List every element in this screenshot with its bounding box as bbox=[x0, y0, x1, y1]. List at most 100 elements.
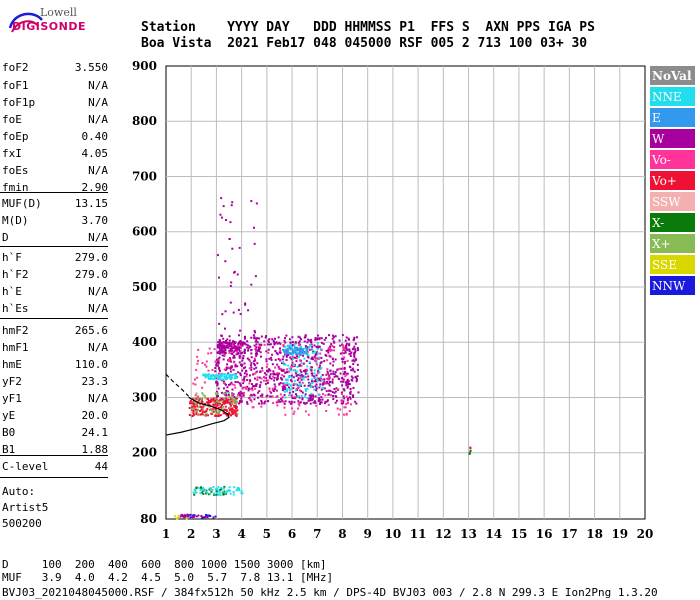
echo-point bbox=[226, 342, 229, 345]
echo-point bbox=[356, 375, 359, 378]
echo-point bbox=[204, 373, 207, 376]
echo-point bbox=[347, 380, 350, 383]
echo-point bbox=[186, 515, 189, 518]
echo-point bbox=[291, 365, 294, 368]
echo-point bbox=[251, 406, 254, 409]
echo-point bbox=[199, 413, 202, 416]
param-foF1: foF1 N/A bbox=[2, 79, 108, 93]
echo-point bbox=[315, 363, 318, 366]
echo-point bbox=[216, 412, 219, 415]
echo-point bbox=[183, 515, 186, 518]
echo-point bbox=[337, 413, 340, 416]
echo-point bbox=[203, 516, 206, 519]
echo-point bbox=[193, 401, 196, 404]
plot-frame bbox=[165, 65, 646, 520]
echo-point bbox=[235, 350, 238, 353]
echo-point bbox=[303, 351, 306, 354]
echo-point bbox=[264, 376, 267, 379]
echo-point bbox=[246, 385, 249, 388]
echo-point bbox=[348, 353, 351, 356]
echo-point bbox=[192, 405, 195, 408]
echo-point bbox=[212, 410, 215, 413]
echo-point bbox=[244, 366, 247, 369]
echo-point bbox=[294, 346, 297, 349]
echo-point bbox=[201, 411, 204, 414]
echo-point bbox=[224, 383, 227, 386]
echo-point bbox=[207, 414, 210, 417]
echo-point bbox=[337, 378, 340, 381]
echo-point bbox=[321, 393, 324, 396]
echo-point bbox=[229, 348, 232, 351]
echo-point bbox=[194, 491, 197, 494]
echo-point bbox=[313, 400, 316, 403]
echo-point bbox=[313, 344, 316, 347]
echo-point bbox=[345, 344, 348, 347]
echo-point bbox=[205, 365, 208, 368]
echo-point bbox=[345, 384, 348, 387]
echo-point bbox=[221, 354, 224, 357]
echo-point bbox=[231, 341, 234, 344]
echo-point bbox=[297, 348, 300, 351]
echo-point bbox=[290, 400, 293, 403]
echo-point bbox=[243, 342, 246, 345]
echo-point bbox=[242, 395, 245, 398]
echo-point bbox=[310, 338, 313, 341]
echo-point bbox=[276, 375, 279, 378]
echo-point bbox=[298, 336, 301, 339]
echo-point bbox=[288, 338, 291, 341]
echo-point bbox=[231, 410, 234, 413]
echo-point bbox=[294, 370, 297, 373]
echo-point bbox=[247, 309, 250, 312]
echo-point bbox=[241, 387, 244, 390]
echo-point bbox=[224, 375, 227, 378]
legend-swatch-e bbox=[650, 108, 695, 127]
echo-point bbox=[312, 401, 315, 404]
echo-point bbox=[257, 348, 260, 351]
echo-point bbox=[292, 357, 295, 360]
echo-point bbox=[279, 349, 282, 352]
echo-point bbox=[345, 347, 348, 350]
echo-point bbox=[229, 360, 232, 363]
echo-point bbox=[297, 352, 300, 355]
echo-point bbox=[200, 397, 203, 400]
echo-point bbox=[354, 400, 357, 403]
echo-point bbox=[220, 374, 223, 377]
echo-point bbox=[236, 488, 239, 491]
echo-point bbox=[218, 366, 221, 369]
echo-point bbox=[307, 375, 310, 378]
echo-point bbox=[283, 382, 286, 385]
echo-point bbox=[280, 376, 283, 379]
echo-point bbox=[208, 488, 211, 491]
echo-point bbox=[189, 513, 192, 516]
echo-point bbox=[222, 337, 225, 340]
echo-point bbox=[291, 355, 294, 358]
echo-point bbox=[198, 400, 201, 403]
echo-point bbox=[304, 410, 307, 413]
echo-point bbox=[344, 381, 347, 384]
x-tick-label: 16 bbox=[536, 527, 553, 541]
echo-point bbox=[333, 349, 336, 352]
echo-point bbox=[284, 413, 287, 416]
echo-point bbox=[342, 395, 345, 398]
echo-point bbox=[222, 409, 225, 412]
echo-point bbox=[234, 363, 237, 366]
echo-point bbox=[240, 491, 243, 494]
legend-swatch-w bbox=[650, 129, 695, 148]
echo-point bbox=[265, 369, 268, 372]
echo-point bbox=[229, 370, 232, 373]
echo-point bbox=[302, 401, 305, 404]
echo-point bbox=[308, 383, 311, 386]
echo-point bbox=[192, 382, 195, 385]
echo-point bbox=[231, 201, 234, 204]
echo-point bbox=[227, 392, 230, 395]
echo-point bbox=[202, 488, 205, 491]
x-tick-label: 17 bbox=[561, 527, 578, 541]
echo-point bbox=[268, 357, 271, 360]
echo-point bbox=[197, 348, 200, 351]
echo-point bbox=[230, 402, 233, 405]
echo-point bbox=[297, 335, 300, 338]
echo-point bbox=[226, 363, 229, 366]
echo-point bbox=[231, 376, 234, 379]
echo-point bbox=[268, 338, 271, 341]
echo-point bbox=[227, 376, 230, 379]
